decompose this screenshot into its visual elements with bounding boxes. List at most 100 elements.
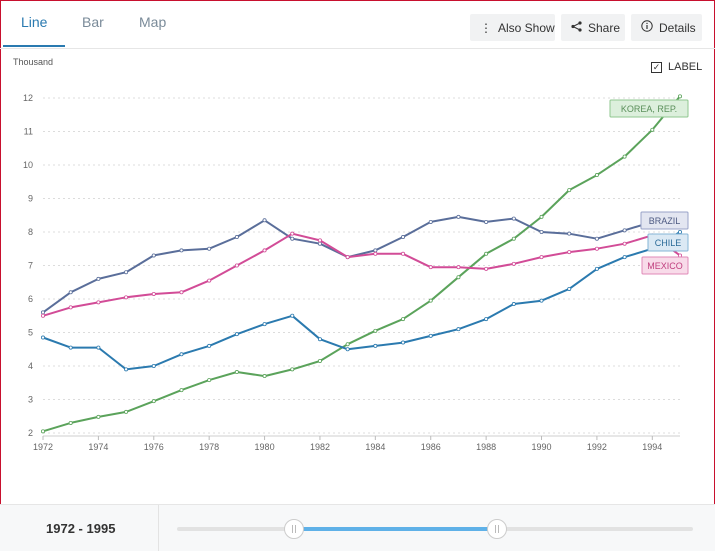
data-point-chile[interactable] [456, 327, 461, 332]
data-point-chile[interactable] [96, 345, 101, 350]
data-point-mexico[interactable] [594, 246, 599, 251]
data-point-brazil[interactable] [124, 270, 129, 275]
data-point-brazil[interactable] [262, 218, 267, 223]
data-point-korea-rep[interactable] [290, 367, 295, 372]
data-point-chile[interactable] [567, 286, 572, 291]
data-point-brazil[interactable] [373, 248, 378, 253]
data-point-korea-rep[interactable] [234, 370, 239, 375]
data-point-korea-rep[interactable] [373, 328, 378, 333]
data-point-brazil[interactable] [290, 236, 295, 241]
tab-line[interactable]: Line [21, 14, 48, 30]
data-point-korea-rep[interactable] [401, 317, 406, 322]
data-point-mexico[interactable] [124, 295, 129, 300]
series-line-chile[interactable] [42, 231, 681, 371]
data-point-korea-rep[interactable] [567, 188, 572, 193]
label-toggle[interactable]: ✓ LABEL [651, 61, 702, 73]
data-point-brazil[interactable] [456, 214, 461, 219]
data-point-brazil[interactable] [317, 241, 322, 246]
data-point-mexico[interactable] [373, 251, 378, 256]
data-point-brazil[interactable] [594, 236, 599, 241]
data-point-mexico[interactable] [96, 300, 101, 305]
data-point-mexico[interactable] [401, 251, 406, 256]
also-show-button[interactable]: ⋮ Also Show [470, 14, 555, 41]
data-point-chile[interactable] [511, 302, 516, 307]
data-point-korea-rep[interactable] [622, 154, 627, 159]
data-point-korea-rep[interactable] [179, 388, 184, 393]
data-point-chile[interactable] [678, 229, 683, 234]
share-button[interactable]: Share [561, 14, 625, 41]
series-line-brazil[interactable] [42, 215, 681, 314]
data-point-korea-rep[interactable] [511, 236, 516, 241]
data-point-korea-rep[interactable] [207, 378, 212, 383]
data-point-chile[interactable] [317, 337, 322, 342]
data-point-korea-rep[interactable] [151, 399, 156, 404]
data-point-brazil[interactable] [539, 229, 544, 234]
data-point-mexico[interactable] [317, 238, 322, 243]
data-point-brazil[interactable] [68, 290, 73, 295]
data-point-brazil[interactable] [401, 235, 406, 240]
data-point-mexico[interactable] [567, 250, 572, 255]
data-point-korea-rep[interactable] [539, 214, 544, 219]
data-point-brazil[interactable] [234, 235, 239, 240]
data-point-korea-rep[interactable] [68, 420, 73, 425]
data-point-brazil[interactable] [151, 253, 156, 258]
series-line-mexico[interactable] [42, 232, 681, 317]
data-point-mexico[interactable] [68, 305, 73, 310]
series-line-korea-rep[interactable] [42, 95, 681, 433]
data-point-chile[interactable] [262, 322, 267, 327]
data-point-brazil[interactable] [567, 231, 572, 236]
data-point-korea-rep[interactable] [428, 298, 433, 303]
tab-bar-chart[interactable]: Bar [82, 14, 104, 30]
data-point-mexico[interactable] [151, 291, 156, 296]
data-point-chile[interactable] [539, 298, 544, 303]
label-checkbox[interactable]: ✓ [651, 61, 662, 73]
data-point-mexico[interactable] [290, 231, 295, 236]
data-point-mexico[interactable] [511, 261, 516, 266]
data-point-chile[interactable] [484, 317, 489, 322]
data-point-brazil[interactable] [622, 228, 627, 233]
data-point-brazil[interactable] [41, 310, 46, 315]
data-point-chile[interactable] [124, 367, 129, 372]
data-point-korea-rep[interactable] [456, 275, 461, 280]
data-point-korea-rep[interactable] [262, 374, 267, 379]
data-point-korea-rep[interactable] [96, 414, 101, 419]
data-point-korea-rep[interactable] [678, 94, 683, 99]
data-point-korea-rep[interactable] [484, 251, 489, 256]
data-point-korea-rep[interactable] [124, 409, 129, 414]
data-point-korea-rep[interactable] [594, 173, 599, 178]
data-point-chile[interactable] [234, 332, 239, 337]
data-point-chile[interactable] [373, 343, 378, 348]
data-point-brazil[interactable] [511, 216, 516, 221]
data-point-chile[interactable] [428, 333, 433, 338]
data-point-mexico[interactable] [345, 255, 350, 260]
data-point-mexico[interactable] [539, 255, 544, 260]
data-point-korea-rep[interactable] [650, 127, 655, 132]
data-point-chile[interactable] [401, 340, 406, 345]
data-point-chile[interactable] [151, 363, 156, 368]
data-point-chile[interactable] [622, 255, 627, 260]
details-button[interactable]: Details [631, 14, 702, 41]
data-point-brazil[interactable] [96, 276, 101, 281]
data-point-brazil[interactable] [179, 248, 184, 253]
data-point-korea-rep[interactable] [317, 358, 322, 363]
data-point-mexico[interactable] [262, 248, 267, 253]
data-point-mexico[interactable] [428, 265, 433, 270]
data-point-chile[interactable] [207, 343, 212, 348]
range-end-handle[interactable] [487, 519, 507, 539]
data-point-chile[interactable] [345, 347, 350, 352]
data-point-mexico[interactable] [179, 290, 184, 295]
range-start-handle[interactable] [284, 519, 304, 539]
data-point-chile[interactable] [41, 335, 46, 340]
data-point-brazil[interactable] [484, 219, 489, 224]
data-point-korea-rep[interactable] [345, 342, 350, 347]
data-point-brazil[interactable] [207, 246, 212, 251]
data-point-korea-rep[interactable] [41, 429, 46, 434]
data-point-chile[interactable] [179, 352, 184, 357]
data-point-mexico[interactable] [456, 265, 461, 270]
data-point-chile[interactable] [594, 266, 599, 271]
data-point-mexico[interactable] [41, 313, 46, 318]
data-point-mexico[interactable] [234, 263, 239, 268]
tab-map[interactable]: Map [139, 14, 167, 30]
data-point-mexico[interactable] [207, 278, 212, 283]
data-point-mexico[interactable] [484, 266, 489, 271]
